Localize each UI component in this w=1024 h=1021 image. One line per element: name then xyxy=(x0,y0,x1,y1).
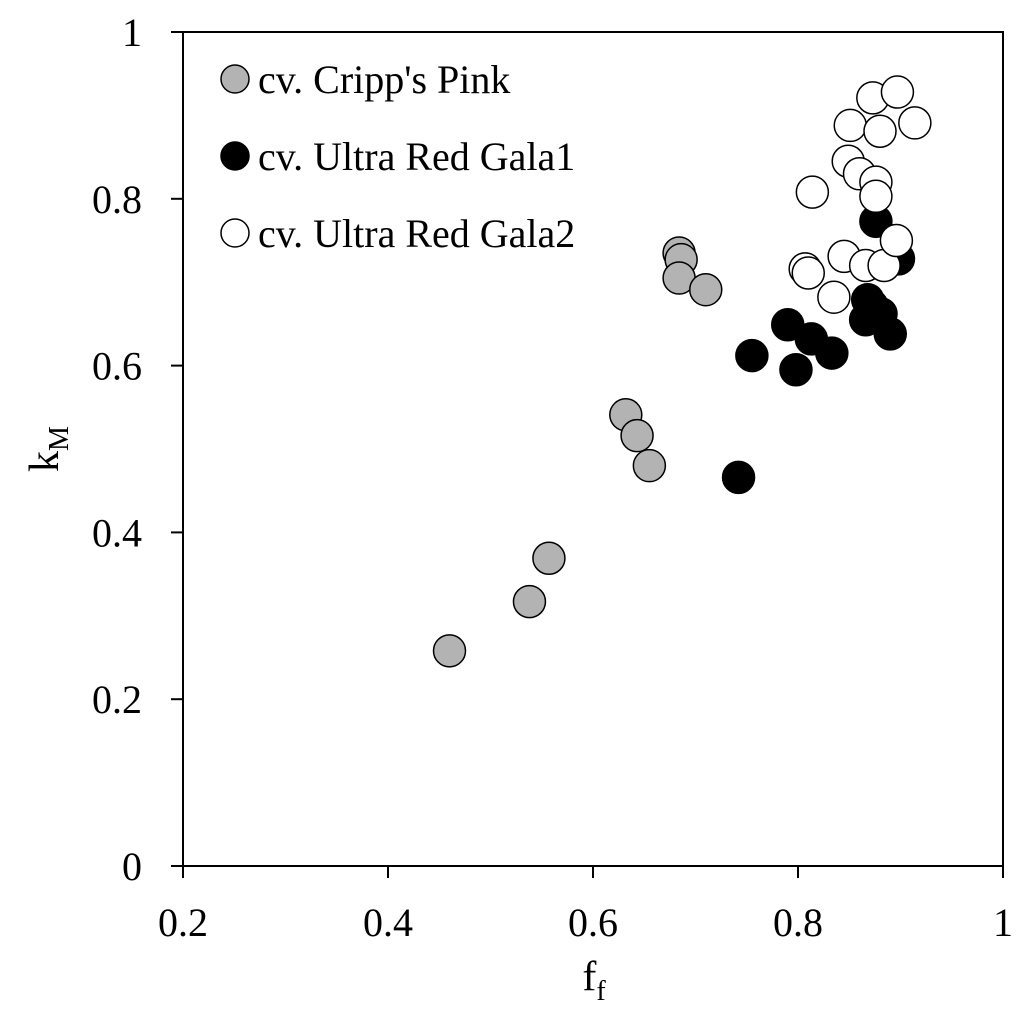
x-axis-title-main: f xyxy=(582,954,596,1000)
point-series-1 xyxy=(620,418,654,453)
data-points xyxy=(432,75,932,668)
y-tick-label: 0.8 xyxy=(92,177,142,222)
point-series-1 xyxy=(432,634,467,668)
legend-marker-3 xyxy=(220,218,250,248)
point-series-3 xyxy=(898,106,932,140)
point-series-3 xyxy=(863,114,897,148)
point-series-2 xyxy=(815,336,849,370)
y-axis-title: kM xyxy=(22,426,75,472)
point-series-2 xyxy=(721,460,756,495)
legend-marker-2 xyxy=(220,141,250,171)
y-axis-title-subscript: M xyxy=(44,426,75,451)
y-tick-label: 0.2 xyxy=(92,677,142,722)
point-series-3 xyxy=(817,280,851,314)
point-series-1 xyxy=(632,448,667,483)
x-tick-label: 0.4 xyxy=(363,900,413,945)
point-series-2 xyxy=(855,288,889,323)
legend-label-3: cv. Ultra Red Gala2 xyxy=(258,211,575,256)
point-series-2 xyxy=(779,353,813,387)
y-tick-label: 0.4 xyxy=(92,510,142,555)
point-series-3 xyxy=(791,256,825,290)
legend-label-1: cv. Cripp's Pink xyxy=(258,57,510,102)
point-series-2 xyxy=(735,338,769,373)
x-axis-title: ff xyxy=(582,954,606,1007)
legend: cv. Cripp's Pink cv. Ultra Red Gala1 cv. U… xyxy=(220,57,575,256)
y-tick-label: 1 xyxy=(122,10,142,55)
x-tick-label: 1 xyxy=(993,900,1013,945)
y-axis-title-main: k xyxy=(22,451,68,472)
x-tick-label: 0.6 xyxy=(568,900,618,945)
y-tick-label: 0 xyxy=(122,844,142,889)
legend-label-2: cv. Ultra Red Gala1 xyxy=(258,134,575,179)
y-axis-ticks: 0 0.2 0.4 0.6 0.8 1 xyxy=(92,10,183,889)
legend-marker-1 xyxy=(220,64,250,94)
point-series-1 xyxy=(689,272,723,307)
point-series-3 xyxy=(859,179,893,214)
point-series-3 xyxy=(880,75,915,109)
point-series-1 xyxy=(532,541,566,576)
x-tick-label: 0.2 xyxy=(158,900,208,945)
x-axis-title-subscript: f xyxy=(596,976,606,1007)
point-series-2 xyxy=(873,317,907,351)
point-series-3 xyxy=(833,108,868,143)
point-series-1 xyxy=(512,584,547,619)
x-axis-ticks: 0.2 0.4 0.6 0.8 1 xyxy=(158,866,1013,945)
x-tick-label: 0.8 xyxy=(773,900,823,945)
point-series-3 xyxy=(795,175,830,209)
point-series-3 xyxy=(879,223,914,258)
y-tick-label: 0.6 xyxy=(92,344,142,389)
